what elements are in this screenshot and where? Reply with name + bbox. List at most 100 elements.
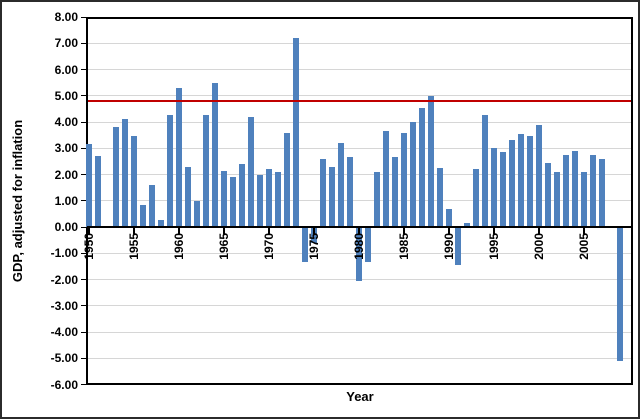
gridline [88, 95, 631, 97]
bar-1965 [221, 170, 227, 227]
bar-1979 [347, 157, 353, 227]
y-tick-mark [81, 305, 86, 307]
bar-1962 [194, 200, 200, 227]
bar-1956 [140, 204, 146, 227]
x-tick-label: 1980 [351, 233, 366, 260]
bar-1993 [473, 169, 479, 227]
bar-1963 [203, 115, 209, 227]
x-tick-mark [403, 228, 405, 234]
bar-1985 [401, 132, 407, 227]
y-tick-mark [81, 226, 86, 228]
x-tick-mark [313, 228, 315, 234]
bar-1978 [338, 143, 344, 227]
y-tick-mark [81, 331, 86, 333]
gridline [88, 174, 631, 175]
bar-1998 [518, 133, 524, 227]
y-tick-label: 5.00 [54, 88, 78, 103]
bar-1958 [158, 220, 164, 227]
bar-1950 [86, 144, 92, 227]
x-tick-mark [583, 228, 585, 234]
bar-1981 [365, 227, 371, 263]
bar-1991 [455, 227, 461, 266]
y-tick-label: -1.00 [50, 246, 78, 261]
gridline [88, 331, 631, 333]
zero-axis-line [87, 226, 632, 228]
x-tick-label: 1985 [396, 233, 411, 260]
gridline [88, 42, 631, 44]
bar-2000 [536, 124, 542, 227]
bar-1960 [176, 87, 182, 227]
bar-1975 [311, 227, 317, 243]
y-tick-label: 3.00 [54, 141, 78, 156]
bar-1969 [257, 174, 263, 227]
bar-1995 [491, 148, 497, 227]
bar-2003 [563, 154, 569, 227]
x-tick-mark [88, 228, 90, 234]
bar-1953 [113, 127, 119, 227]
bar-2009 [617, 227, 623, 361]
bar-1986 [410, 122, 416, 227]
x-tick-label: 1975 [306, 233, 321, 260]
x-tick-mark [493, 228, 495, 234]
reference-line [88, 100, 631, 102]
y-tick-mark [81, 279, 86, 280]
y-tick-mark [81, 174, 86, 175]
x-tick-label: 1970 [261, 233, 276, 260]
bar-1974 [302, 227, 308, 263]
bar-1954 [122, 119, 128, 227]
bar-1955 [131, 136, 137, 227]
x-tick-label: 2000 [531, 233, 546, 260]
x-tick-label: 1995 [486, 233, 501, 260]
x-tick-label: 1950 [81, 233, 96, 260]
gridline [88, 69, 631, 70]
x-tick-mark [223, 228, 225, 234]
bar-1971 [275, 171, 281, 227]
bar-1959 [167, 115, 173, 227]
bar-1984 [392, 157, 398, 227]
y-tick-label: -3.00 [50, 298, 78, 313]
y-tick-label: 1.00 [54, 193, 78, 208]
gridline [88, 357, 631, 359]
y-tick-label: -6.00 [50, 377, 78, 392]
bar-1990 [446, 208, 452, 227]
x-tick-mark [268, 228, 270, 234]
x-tick-label: 1955 [126, 233, 141, 260]
x-tick-mark [448, 228, 450, 234]
x-tick-label: 1960 [171, 233, 186, 260]
gridline [88, 147, 631, 149]
x-tick-label: 2005 [576, 233, 591, 260]
bar-1967 [239, 164, 245, 227]
bar-1983 [383, 131, 389, 227]
bar-1966 [230, 177, 236, 227]
y-tick-mark [81, 200, 86, 202]
bar-2002 [554, 171, 560, 227]
bar-2004 [572, 150, 578, 227]
bar-1980 [356, 227, 362, 281]
y-tick-mark [81, 95, 86, 97]
y-tick-label: 2.00 [54, 167, 78, 182]
gridline [88, 200, 631, 202]
bar-1961 [185, 166, 191, 227]
y-tick-label: 8.00 [54, 10, 78, 24]
gridline [88, 121, 631, 123]
bar-2006 [590, 154, 596, 227]
y-tick-label: 4.00 [54, 115, 78, 129]
y-tick-label: -2.00 [50, 272, 78, 287]
y-tick-label: 6.00 [54, 62, 78, 77]
bar-1989 [437, 167, 443, 227]
y-tick-mark [81, 147, 86, 149]
bar-1957 [149, 185, 155, 227]
x-tick-mark [178, 228, 180, 234]
bar-1972 [284, 132, 290, 227]
bar-1992 [464, 223, 470, 227]
x-tick-label: 1990 [441, 233, 456, 260]
y-tick-mark [81, 16, 86, 18]
y-tick-mark [81, 384, 86, 385]
bar-1994 [482, 115, 488, 227]
y-tick-label: -5.00 [50, 351, 78, 366]
y-tick-label: 7.00 [54, 36, 78, 51]
bar-1976 [320, 158, 326, 227]
bar-1951 [95, 156, 101, 227]
x-tick-label: 1965 [216, 233, 231, 260]
bar-1977 [329, 166, 335, 227]
